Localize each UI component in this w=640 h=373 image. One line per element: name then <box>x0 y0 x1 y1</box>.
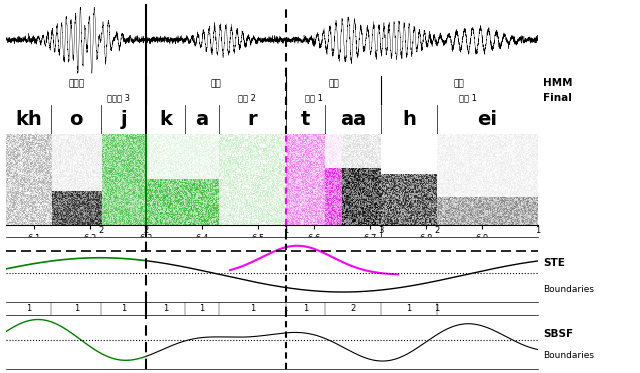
Text: 2: 2 <box>435 226 440 235</box>
Text: 1: 1 <box>303 304 308 313</box>
Text: खोज: खोज <box>68 79 84 88</box>
Text: कर: कर <box>211 79 221 88</box>
Text: o: o <box>70 110 83 129</box>
Text: ता: ता <box>328 79 339 88</box>
Text: 1: 1 <box>284 226 289 235</box>
Text: है: है <box>454 79 465 88</box>
Text: 2: 2 <box>99 226 104 235</box>
Text: aa: aa <box>340 110 366 129</box>
Text: a: a <box>196 110 209 129</box>
Text: r: r <box>248 110 257 129</box>
Text: कर 2: कर 2 <box>238 93 256 102</box>
Text: खोज 3: खोज 3 <box>107 93 130 102</box>
Text: 3: 3 <box>378 226 384 235</box>
Text: .: . <box>285 304 287 313</box>
Text: 1: 1 <box>200 304 205 313</box>
Text: 1: 1 <box>121 304 127 313</box>
Text: 1: 1 <box>26 304 31 313</box>
Text: HMM: HMM <box>543 78 572 88</box>
Text: 1: 1 <box>406 304 412 313</box>
Text: STE: STE <box>543 258 564 268</box>
Text: 2: 2 <box>143 226 149 235</box>
Text: k: k <box>159 110 172 129</box>
Text: 1: 1 <box>250 304 255 313</box>
Text: 1: 1 <box>163 304 168 313</box>
Text: 1: 1 <box>435 304 440 313</box>
Text: 2: 2 <box>351 304 356 313</box>
Text: Boundaries: Boundaries <box>543 351 594 360</box>
Text: ei: ei <box>477 110 497 129</box>
Text: h: h <box>402 110 416 129</box>
Text: Boundaries: Boundaries <box>543 285 594 294</box>
Text: t: t <box>301 110 310 129</box>
Text: kh: kh <box>15 110 42 129</box>
Text: है 1: है 1 <box>459 93 477 102</box>
Text: 1: 1 <box>74 304 79 313</box>
Text: Final: Final <box>543 93 572 103</box>
Text: SBSF: SBSF <box>543 329 573 339</box>
Text: j: j <box>120 110 127 129</box>
Text: 1: 1 <box>535 226 540 235</box>
Text: ता 1: ता 1 <box>305 93 323 102</box>
